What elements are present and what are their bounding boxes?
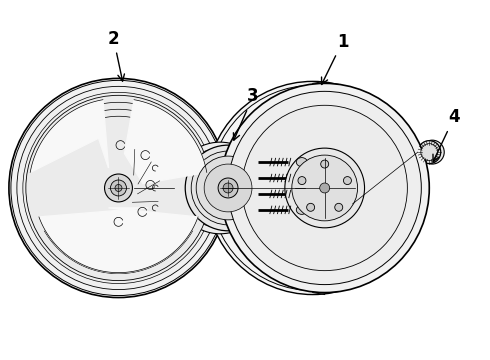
Ellipse shape — [298, 177, 306, 185]
Ellipse shape — [185, 145, 271, 231]
Ellipse shape — [418, 141, 441, 163]
Ellipse shape — [335, 203, 343, 211]
Polygon shape — [30, 100, 108, 172]
Ellipse shape — [319, 183, 330, 193]
Ellipse shape — [307, 203, 315, 211]
Ellipse shape — [17, 86, 220, 289]
Ellipse shape — [296, 206, 307, 214]
Ellipse shape — [296, 189, 307, 198]
Ellipse shape — [206, 81, 419, 294]
Ellipse shape — [285, 148, 365, 228]
Ellipse shape — [220, 84, 429, 293]
Ellipse shape — [218, 178, 238, 198]
Ellipse shape — [292, 155, 358, 221]
Ellipse shape — [26, 95, 211, 280]
Ellipse shape — [23, 92, 214, 284]
Ellipse shape — [9, 78, 228, 298]
Ellipse shape — [421, 144, 438, 161]
Ellipse shape — [321, 160, 329, 168]
Ellipse shape — [242, 105, 407, 271]
Text: 2: 2 — [108, 30, 124, 81]
Ellipse shape — [104, 174, 132, 202]
Ellipse shape — [111, 180, 126, 196]
Ellipse shape — [196, 156, 260, 220]
Text: 1: 1 — [321, 32, 348, 85]
Ellipse shape — [11, 80, 226, 296]
Ellipse shape — [191, 151, 265, 225]
Ellipse shape — [228, 91, 421, 285]
Ellipse shape — [174, 142, 266, 234]
Ellipse shape — [296, 174, 307, 183]
Ellipse shape — [343, 177, 351, 185]
Ellipse shape — [204, 164, 252, 212]
Text: 3: 3 — [233, 87, 259, 140]
Ellipse shape — [210, 85, 416, 291]
Polygon shape — [39, 208, 198, 273]
Ellipse shape — [420, 140, 444, 164]
Ellipse shape — [115, 184, 122, 192]
Text: 4: 4 — [433, 108, 460, 162]
Ellipse shape — [296, 158, 307, 167]
Polygon shape — [124, 100, 207, 184]
Ellipse shape — [180, 148, 260, 228]
Ellipse shape — [223, 183, 233, 193]
